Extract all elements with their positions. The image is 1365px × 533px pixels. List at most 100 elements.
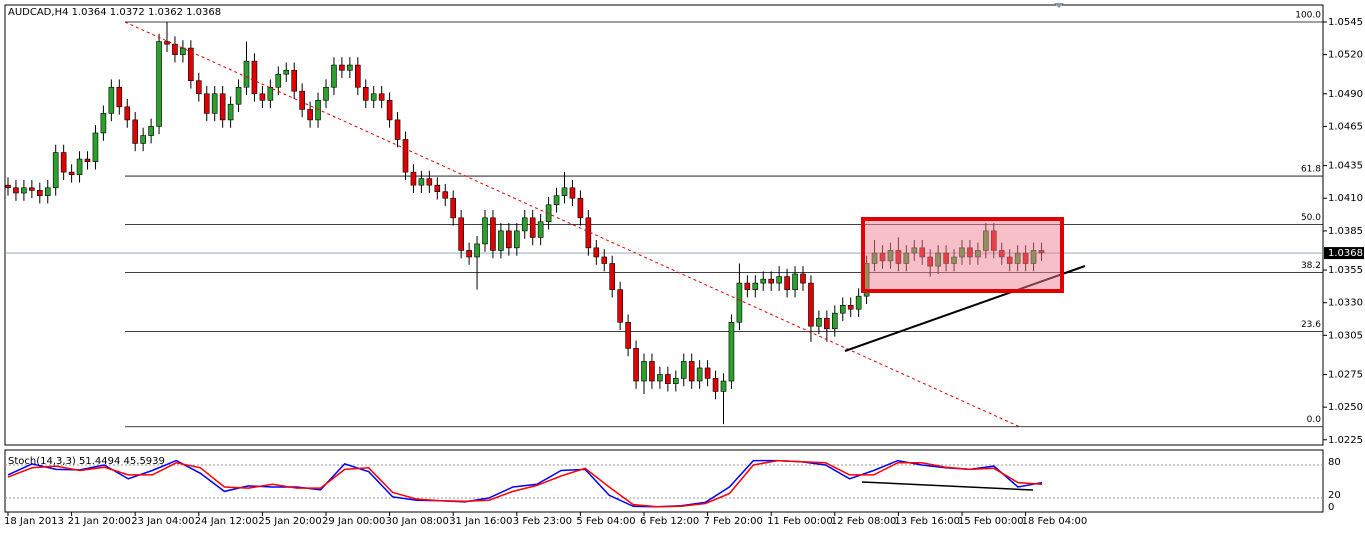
candle-body [728,321,735,382]
candle-body [752,282,759,290]
candle-body [211,93,218,114]
candle-body [116,86,123,108]
y-tick-label: 1.0250 [1328,402,1363,413]
stoch-line [7,459,1043,508]
range-box [861,217,1064,293]
candle-body [537,221,544,238]
candle-body [108,86,115,114]
fib-label: 100.0 [1295,10,1321,20]
candle-body [362,86,369,101]
candle-body [680,361,687,379]
shift-marker [1054,3,1064,8]
candle-body [196,80,202,95]
candle-body [219,93,226,121]
candle-body [21,187,27,194]
last-price-box [1324,247,1364,260]
candle-body [506,230,512,249]
candle-body [831,312,838,330]
candle-body [704,367,711,379]
main-panel [4,4,1324,446]
candle-body [768,278,775,284]
stoch-divergence-line [861,481,1034,491]
x-tick-label: 3 Feb 23:00 [513,516,572,527]
candle-body [784,276,790,290]
candle-body [855,295,862,310]
candle-body [36,190,43,196]
candle-body [434,184,441,193]
y-tick-label: 20 [1328,490,1341,501]
y-tick-label: 1.0520 [1328,50,1363,61]
x-tick-label: 18 Jan 2013 [4,516,64,527]
candle-body [561,187,568,196]
candle-body [720,380,727,392]
candle-body [227,103,234,121]
candle-body [609,263,616,290]
candle-body [529,217,536,238]
candle-body [259,93,266,101]
candle-body [633,348,639,382]
last-price-label: 1.0368 [1328,248,1363,259]
x-tick-label: 21 Jan 20:00 [68,516,131,527]
candle-body [267,86,274,101]
candle-body [291,69,298,92]
y-tick-label: 1.0490 [1328,89,1363,100]
candle-body [331,64,337,88]
y-tick-label: 80 [1328,457,1341,468]
candle-body [140,135,146,144]
candle-body [466,250,472,258]
fib-label: 0.0 [1307,415,1322,425]
candle-body [92,132,99,162]
x-tick-label: 23 Jan 04:00 [131,516,194,527]
candle-body [76,158,83,176]
candle-body [513,230,520,249]
fib-label: 23.6 [1301,320,1321,330]
x-tick-label: 12 Feb 08:00 [831,516,897,527]
candle-body [307,109,313,121]
x-tick-label: 7 Feb 20:00 [704,516,763,527]
candle-body [124,106,131,121]
candle-body [808,282,814,327]
candle-body [339,64,345,71]
candle-body [188,47,194,82]
candle-body [553,195,560,206]
candle-body [688,361,695,382]
y-tick-label: 1.0225 [1328,435,1363,446]
candle-body [617,289,623,323]
chart-title: AUDCAD,H4 1.0364 1.0372 1.0362 1.0368 [8,7,221,18]
y-tick-label: 1.0545 [1328,17,1363,28]
x-tick-label: 25 Jan 20:00 [258,516,321,527]
x-tick-label: 15 Feb 00:00 [958,516,1024,527]
x-tick-label: 5 Feb 04:00 [576,516,635,527]
candle-body [450,197,457,219]
candle-body [498,230,504,251]
x-tick-label: 30 Jan 08:00 [386,516,449,527]
x-tick-label: 18 Feb 04:00 [1022,516,1088,527]
stoch-title: Stoch(14,3,3) 51.4494 45.5939 [8,456,165,467]
candle-body [148,126,154,136]
fib-label: 50.0 [1301,213,1321,223]
candle-body [323,86,329,101]
candle-body [521,217,528,232]
candle-body [378,93,385,101]
x-tick-label: 31 Jan 16:00 [449,516,512,527]
candle-body [665,374,671,384]
candle-body [657,374,663,382]
candle-body [5,184,11,189]
candle-body [29,187,35,191]
candle-body [68,171,75,176]
candle-body [569,187,576,199]
candle-body [251,60,258,95]
y-tick-label: 1.0410 [1328,193,1363,204]
fib-label: 61.8 [1301,165,1321,175]
candle-body [394,119,401,140]
candle-body [490,217,496,251]
candle-body [760,278,767,284]
candle-body [100,113,107,134]
candle-body [156,41,162,127]
candle-body [180,47,186,55]
candle-body [418,178,425,186]
candle-body [839,304,846,314]
candle-body [243,60,250,88]
